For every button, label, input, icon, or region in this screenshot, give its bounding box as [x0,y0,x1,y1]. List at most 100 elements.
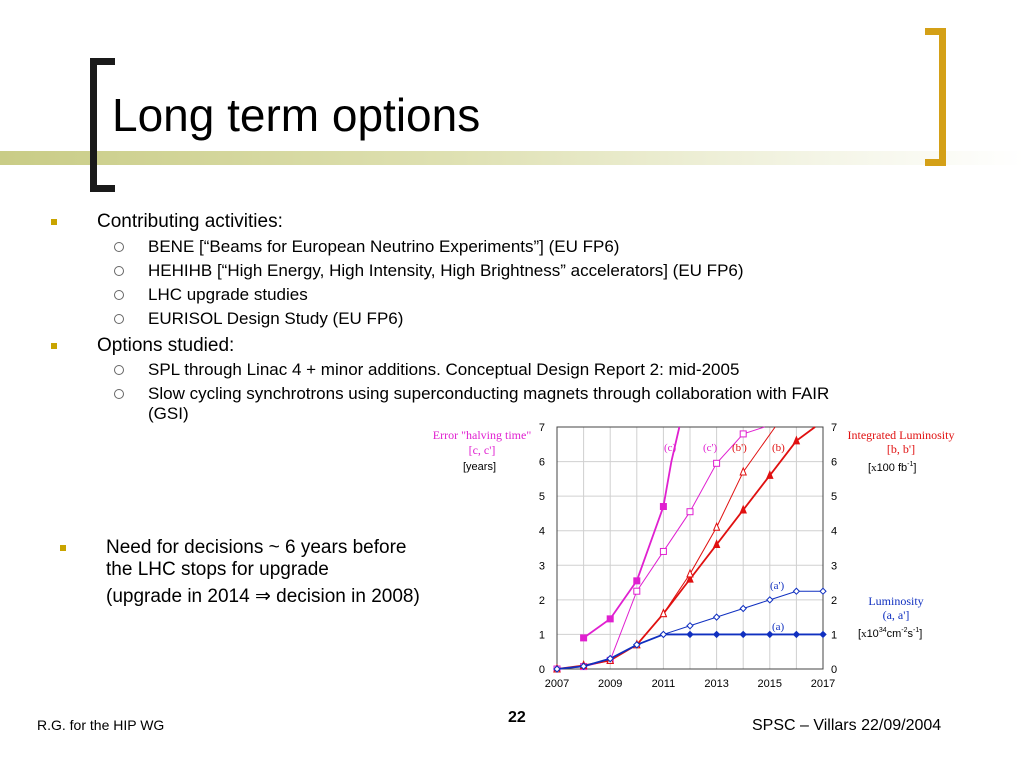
sub-bullet-text: EURISOL Design Study (EU FP6) [148,309,404,328]
data-point [712,630,721,639]
data-point [659,608,668,618]
sub-bullet-gsi: (GSI) [148,404,189,424]
data-point [659,547,667,555]
series-line [583,426,681,639]
data-point [712,539,721,549]
series-labels: (c) (c') (b') (b) (a') (a) [664,442,785,633]
data-point [659,503,667,511]
plot-area [556,426,824,670]
y-tick-label-left: 6 [539,457,545,469]
data-point [686,508,694,516]
y-tick-label-right: 4 [831,526,837,538]
bullet-options: Options studied: [51,335,235,357]
sub-bullet-text: BENE [“Beams for European Neutrino Exper… [148,237,620,256]
y-tick-label-right: 5 [831,491,837,503]
data-point [766,470,774,479]
data-point [819,587,827,595]
right-top-line-2: [b, b'] [887,442,915,456]
y-tick-label-left: 3 [539,560,545,572]
left-label-line-1: Error "halving time" [433,428,532,442]
right-top-line-1: Integrated Luminosity [848,428,955,442]
right-bottom-line-3: [x1034cm-2s-1] [858,627,922,640]
sub-bullet-text: SPL through Linac 4 + minor additions. C… [148,360,740,379]
y-tick-label-right: 1 [831,629,837,641]
sub-bullet-text: HEHIHB [“High Energy, High Intensity, Hi… [148,261,744,280]
y-tick-label-left: 1 [539,629,545,641]
sub-bullet-synchrotrons: Slow cycling synchrotrons using supercon… [114,384,829,404]
sub-bullet-eurisol: EURISOL Design Study (EU FP6) [114,309,404,329]
series-label-c-prime: (c') [703,442,718,454]
series-c [580,426,681,642]
bullet-contributing: Contributing activities: [51,211,283,233]
data-point [606,615,614,623]
data-point [739,504,747,514]
title-decoration-bar [0,151,1024,165]
y-tick-label-left: 2 [539,595,545,607]
right-bracket-decoration [925,28,946,166]
data-point [633,577,641,585]
data-point [819,630,827,639]
series-label-b: (b) [772,442,785,454]
left-axis-annotation: Error "halving time" [c, c'] [years] [433,428,532,473]
left-label-line-2: [c, c'] [469,443,496,457]
data-point [580,634,588,642]
x-tick-label: 2017 [811,678,835,690]
x-tick-label: 2007 [545,678,569,690]
footer-page-number: 22 [508,709,526,726]
left-bracket-decoration [90,58,115,192]
data-point [686,568,694,578]
data-point [686,573,694,583]
data-point [739,430,747,438]
x-tick-label: 2011 [652,678,676,690]
y-tick-label-left: 4 [539,526,545,538]
series-label-c: (c) [664,442,677,454]
data-point [579,662,588,670]
right-top-line-3: [x100 fb-1] [868,461,916,474]
y-axis-right: 0 1 2 3 4 5 6 7 [831,422,837,676]
bullet-text: Options studied: [97,335,235,356]
data-point [606,654,614,663]
data-point [792,587,801,595]
data-point [739,466,747,476]
bullet-square-icon [51,343,57,349]
y-tick-label-right: 3 [831,560,837,572]
y-tick-label-right: 6 [831,457,837,469]
bullet-circle-icon [114,290,124,300]
bullet-circle-icon [114,266,124,276]
decision-line-1: Need for decisions ~ 6 years before [106,537,407,558]
y-axis-left: 0 1 2 3 4 5 6 7 [539,422,545,676]
bullet-circle-icon [114,389,124,399]
data-point [766,596,774,604]
decision-line-3: (upgrade in 2014 ⇒ decision in 2008) [106,586,420,607]
sub-bullet-spl: SPL through Linac 4 + minor additions. C… [114,360,740,380]
bullet-circle-icon [114,242,124,252]
x-tick-label: 2015 [758,678,782,690]
y-tick-label-right: 7 [831,422,837,434]
bullet-circle-icon [114,365,124,375]
data-point [739,630,747,639]
data-point [633,587,641,595]
data-point [792,630,801,639]
series-label-a: (a) [772,621,785,633]
y-tick-label-left: 5 [539,491,545,503]
bullet-text: Contributing activities: [97,211,283,232]
right-axis-annotation-top: Integrated Luminosity [b, b'] [x100 fb-1… [848,428,955,474]
data-point [686,622,694,630]
y-tick-label-left: 7 [539,422,545,434]
y-tick-label-right: 0 [831,664,837,676]
data-point [713,459,721,467]
slide-title: Long term options [112,89,481,141]
right-bottom-line-1: Luminosity [868,594,923,608]
series-label-a-prime: (a') [770,580,785,592]
series-a [553,587,827,673]
data-point [712,521,721,531]
y-tick-label-right: 2 [831,595,837,607]
y-tick-label-left: 0 [539,664,545,676]
right-axis-annotation-bottom: Luminosity (a, a'] [x1034cm-2s-1] [858,594,924,640]
sub-bullet-lhc: LHC upgrade studies [114,285,308,305]
data-point [633,641,641,649]
decision-line-2: the LHC stops for upgrade [106,559,329,580]
data-point [659,630,668,639]
data-point [739,604,747,613]
